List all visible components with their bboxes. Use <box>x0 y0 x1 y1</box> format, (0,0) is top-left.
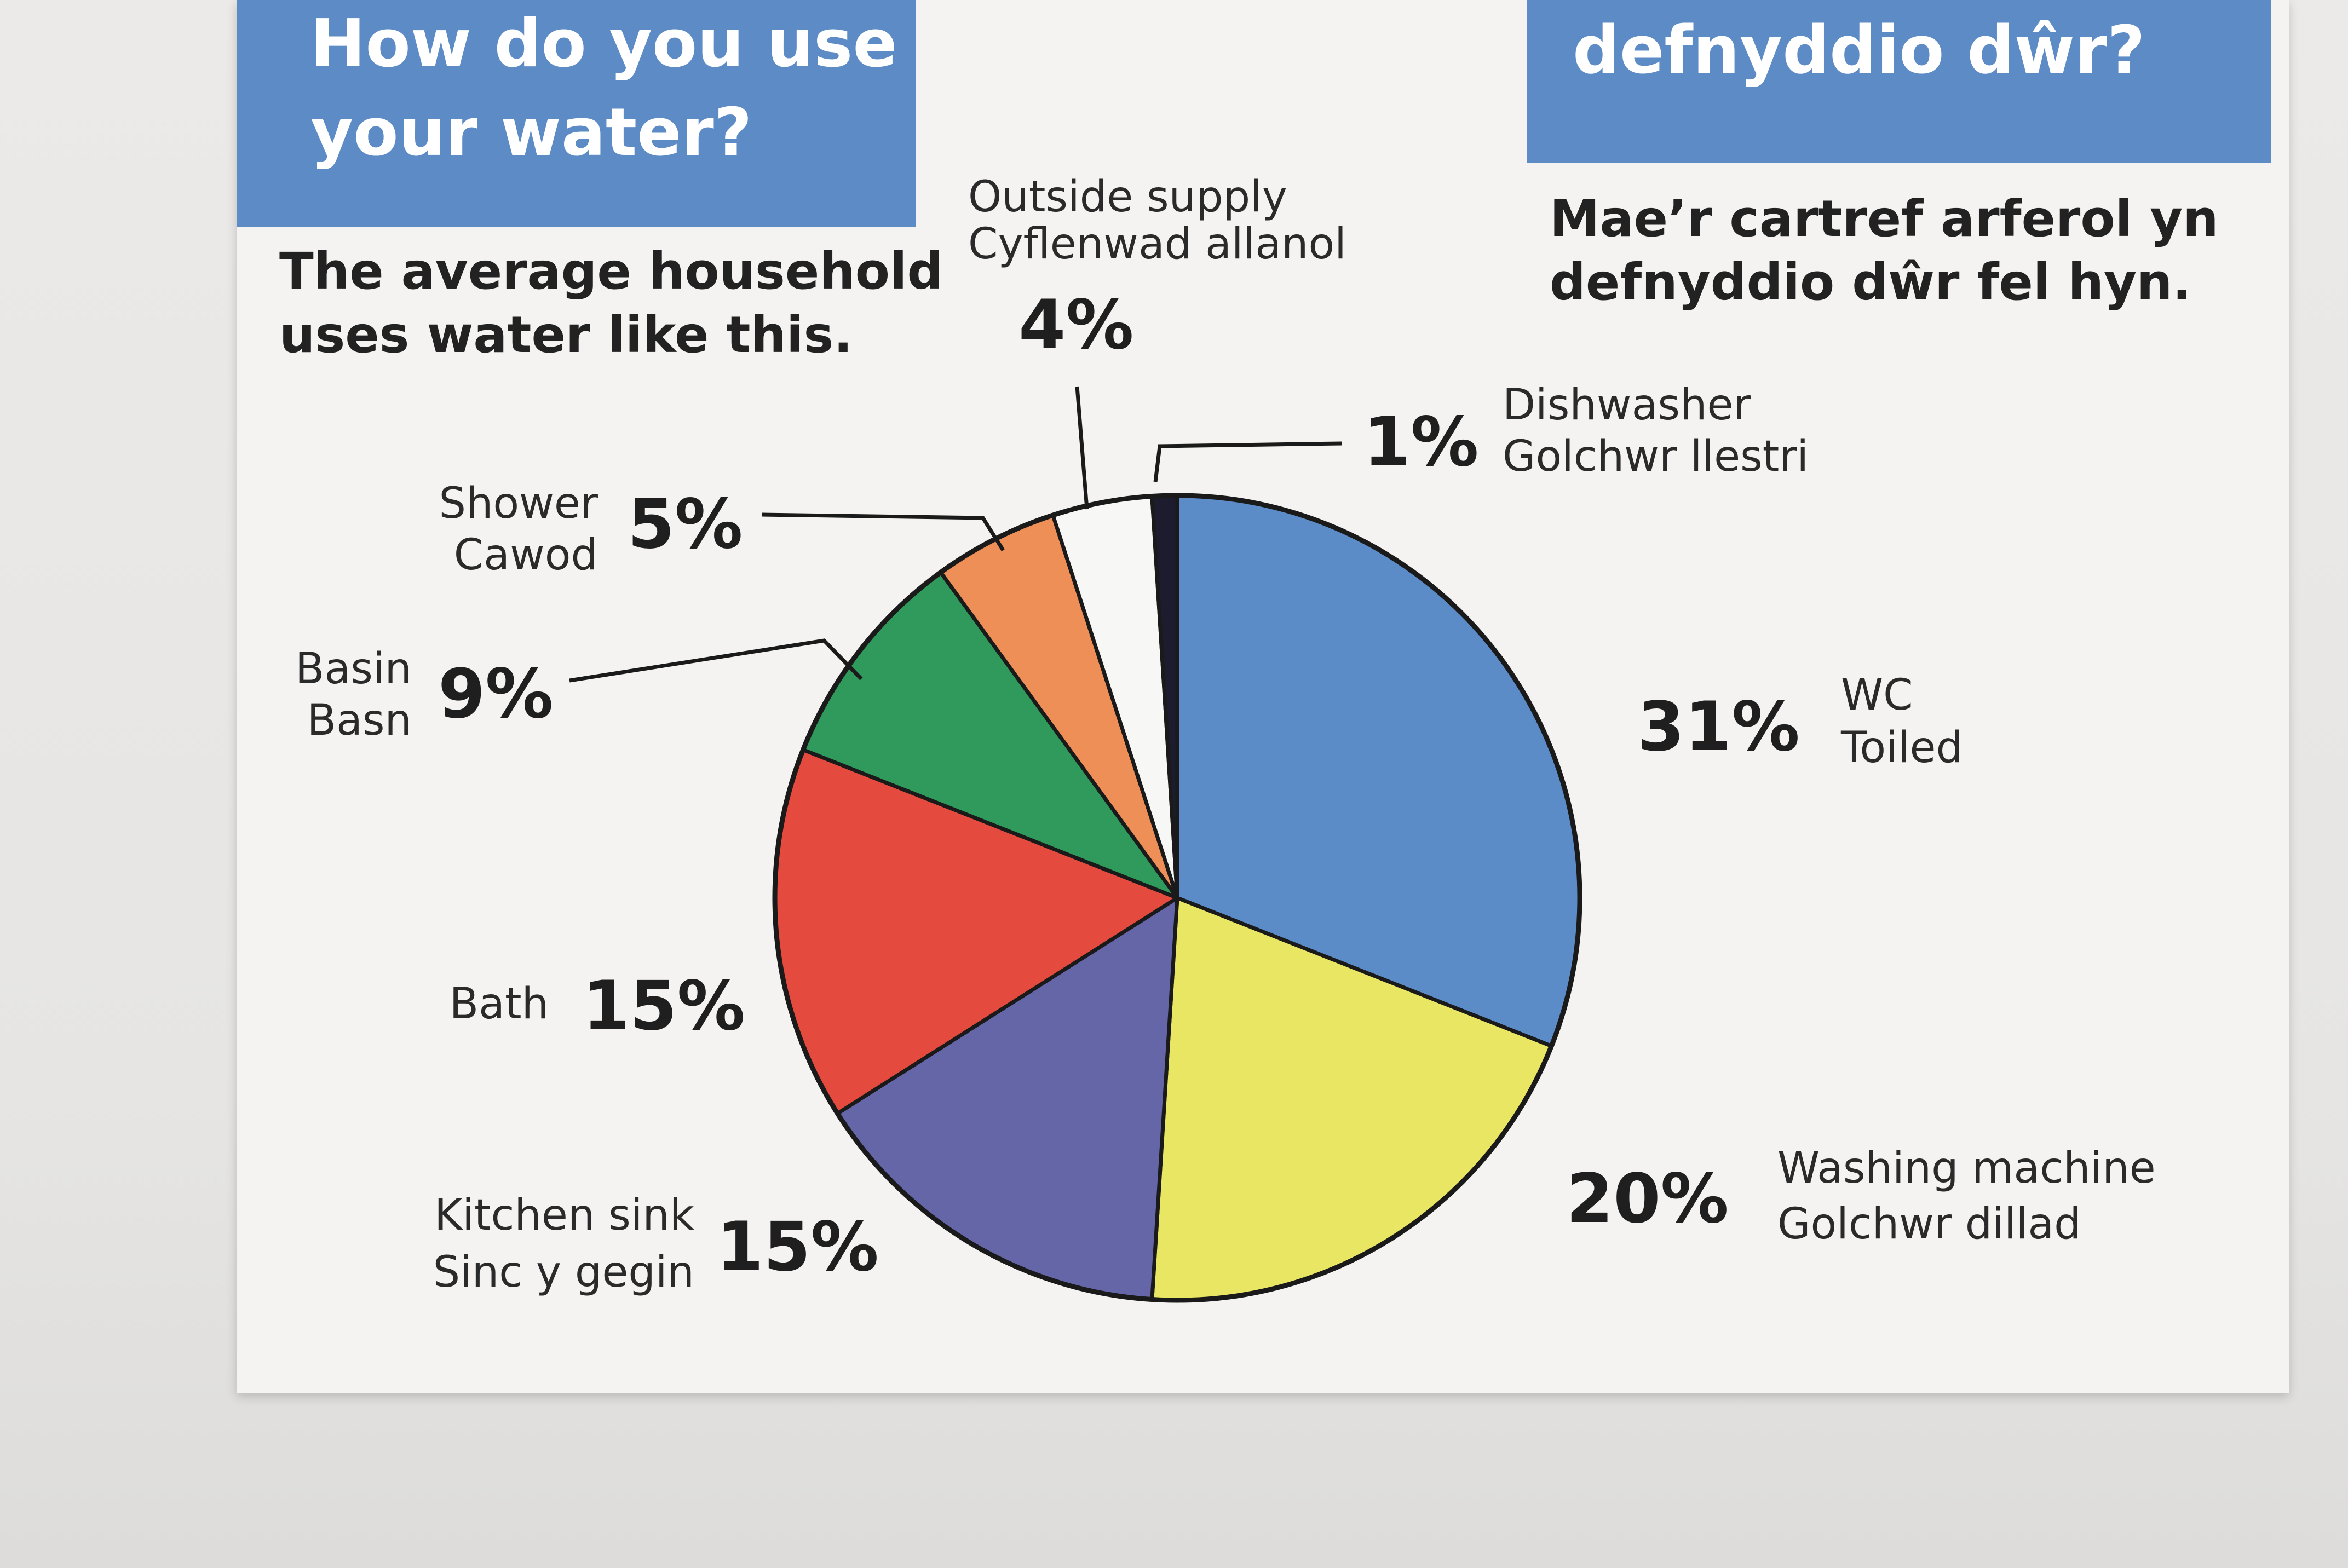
label-dishwasher-en: Dishwasher <box>1503 381 1751 430</box>
label-wc-cy: Toiled <box>1840 723 1963 773</box>
label-shower-en: Shower <box>439 479 598 528</box>
subtitle-cy: Mae’r cartref arferol yn defnyddio dŵr f… <box>1550 187 2219 314</box>
title-en-line-2: your water? <box>310 95 752 171</box>
value-bath: 15% <box>583 967 745 1046</box>
value-wc: 31% <box>1637 688 1800 766</box>
pie-outline <box>772 493 1582 1303</box>
title-band-en: How do you use your water? <box>237 0 916 227</box>
title-cy-line: defnyddio dŵr? <box>1573 13 2145 89</box>
leader-line-outside-supply <box>1075 386 1089 510</box>
title-en-line-1: How do you use <box>310 6 897 82</box>
subtitle-cy-line-2: defnyddio dŵr fel hyn. <box>1550 253 2192 312</box>
value-shower: 5% <box>628 485 743 564</box>
subtitle-en: The average household uses water like th… <box>279 240 943 367</box>
label-kitchen-sink-en: Kitchen sink <box>434 1191 694 1240</box>
subtitle-en-line-2: uses water like this. <box>279 305 853 364</box>
value-basin: 9% <box>438 655 554 734</box>
leader-line-shower <box>762 512 1005 551</box>
value-washing-machine: 20% <box>1566 1160 1729 1238</box>
label-kitchen-sink-cy: Sinc y gegin <box>433 1248 694 1297</box>
label-outside-supply-en: Outside supply <box>968 172 1287 222</box>
label-outside-supply-cy: Cyflenwad allanol <box>968 220 1346 269</box>
label-basin-en: Basin <box>295 644 412 694</box>
leader-line-basin <box>569 638 863 683</box>
label-shower-cy: Cawod <box>454 531 598 580</box>
value-kitchen-sink: 15% <box>716 1208 879 1287</box>
label-washing-machine-cy: Golchwr dillad <box>1777 1200 2081 1249</box>
label-dishwasher-cy: Golchwr llestri <box>1503 432 1809 481</box>
subtitle-cy-line-1: Mae’r cartref arferol yn <box>1550 189 2219 248</box>
value-dishwasher: 1% <box>1363 403 1479 482</box>
label-washing-machine-en: Washing machine <box>1777 1144 2156 1193</box>
subtitle-en-line-1: The average household <box>279 242 943 301</box>
leader-line-dishwasher <box>1153 441 1342 482</box>
label-wc-en: WC <box>1841 671 1913 720</box>
value-outside-supply: 4% <box>1018 286 1134 365</box>
pie-slices <box>773 493 1582 1302</box>
label-basin-cy: Basn <box>307 696 412 745</box>
title-band-cy: defnyddio dŵr? <box>1527 0 2271 163</box>
label-bath-en: Bath <box>450 979 549 1029</box>
